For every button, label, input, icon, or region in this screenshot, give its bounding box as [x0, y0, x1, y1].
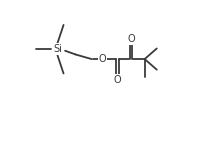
Text: O: O [114, 75, 121, 84]
Text: O: O [98, 54, 106, 64]
Text: Si: Si [53, 44, 62, 54]
Text: O: O [127, 34, 135, 44]
